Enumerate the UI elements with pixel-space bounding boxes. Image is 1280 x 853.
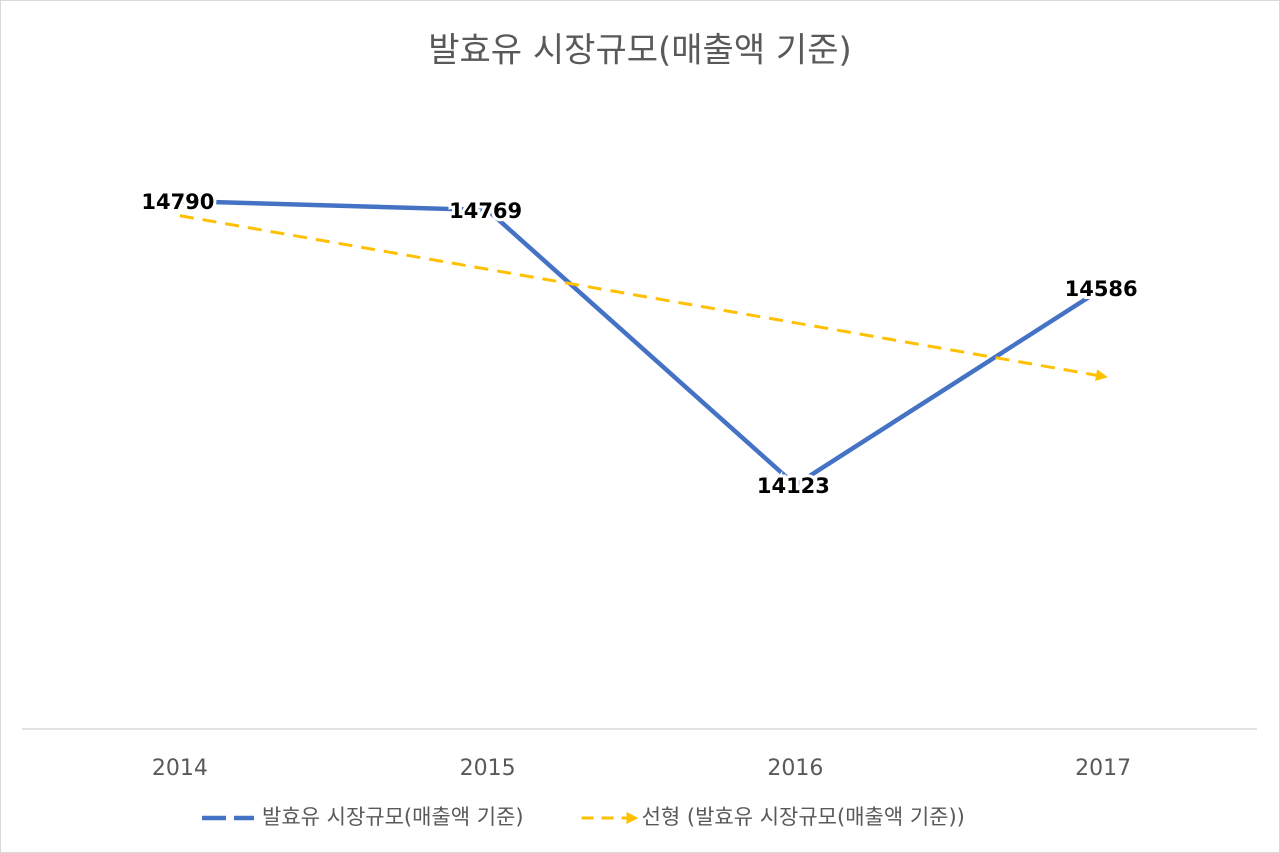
- legend-label: 발효유 시장규모(매출액 기준): [262, 805, 524, 829]
- data-label: 14123: [757, 474, 830, 498]
- x-tick-label: 2014: [152, 756, 208, 781]
- series-line: [179, 198, 1105, 488]
- data-label: 14790: [141, 190, 214, 214]
- x-tick-label: 2017: [1075, 756, 1131, 781]
- x-tick-label: 2015: [460, 756, 516, 781]
- x-tick-label: 2016: [767, 756, 823, 781]
- data-label: 14586: [1065, 277, 1138, 301]
- series-line: [179, 214, 1108, 382]
- chart-title: 발효유 시장규모(매출액 기준): [428, 31, 852, 71]
- data-label: 14769: [449, 199, 522, 223]
- legend-label: 선형 (발효유 시장규모(매출액 기준)): [642, 805, 965, 829]
